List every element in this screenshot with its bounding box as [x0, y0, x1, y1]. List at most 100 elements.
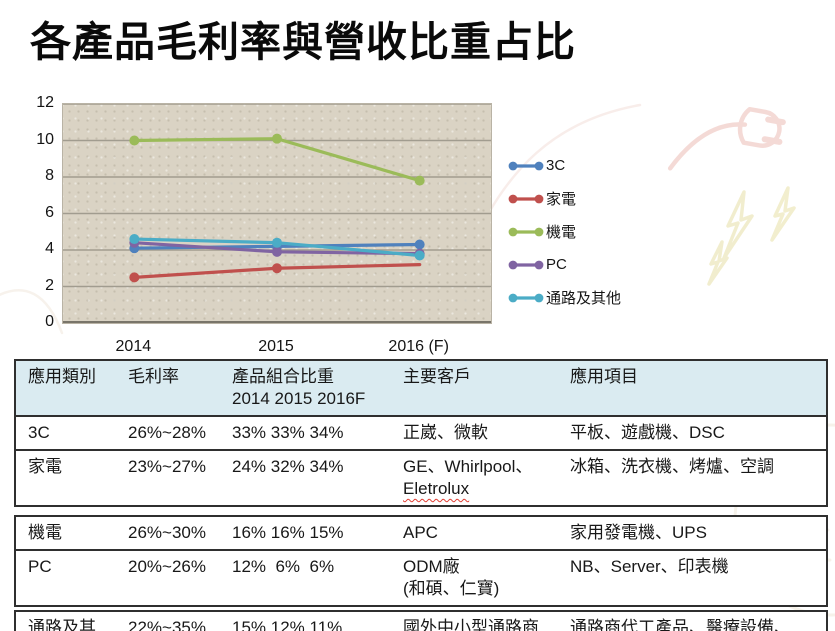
header-line: 主要客戶 [403, 367, 471, 386]
cell-mix: 16% 16% 15% [232, 523, 344, 542]
legend-label: PC [546, 256, 567, 273]
x-tick-label: 2014 [115, 338, 152, 355]
page-title: 各產品毛利率與營收比重占比 [30, 19, 576, 65]
table-row: 機電 26%~30% 16% 16% 15% APC 家用發電機、UPS [16, 517, 826, 549]
header-category: 應用類別 [16, 361, 116, 415]
cell-apps: 平板、遊戲機、DSC [558, 417, 826, 449]
table-row: 通路及其他 22%~35% 15% 12% 11% 國外中小型通路商 通路商代工產品、醫… [16, 612, 826, 631]
table-section: 通路及其他 22%~35% 15% 12% 11% 國外中小型通路商 通路商代工產品、醫… [14, 610, 828, 631]
data-point-marker [129, 234, 140, 245]
cell-margin: 20%~26% [128, 557, 206, 576]
product-table: 應用類別 毛利率 產品組合比重 2014 2015 2016F 主要客戶 應用項目 3C 26… [14, 359, 828, 631]
power-plug-doodle [667, 106, 786, 171]
cell-mix: 15% 12% 11% [232, 618, 343, 631]
table-row: PC 20%~26% 12% 6% 6% ODM廠 (和碩、仁寶) NB、Server、印… [16, 549, 826, 605]
data-point-marker [129, 272, 140, 283]
data-point-marker [272, 246, 282, 257]
chart-canvas [63, 104, 491, 323]
y-tick-label: 10 [36, 130, 54, 148]
legend-item: 通路及其他 [508, 281, 621, 314]
cell-mix: 33% 33% 34% [232, 423, 344, 442]
header-margin: 毛利率 [116, 361, 220, 415]
customer-line: 國外中小型通路商 [403, 618, 539, 631]
cell-apps: 通路商代工產品、醫療設備、電動車充電槍 [558, 612, 826, 631]
data-point-marker [272, 263, 282, 274]
app-line: NB、Server、印表機 [570, 557, 729, 576]
header-line: 產品組合比重 [232, 367, 334, 386]
table-header-row: 應用類別 毛利率 產品組合比重 2014 2015 2016F 主要客戶 應用項目 [16, 361, 826, 415]
customer-line: APC [403, 523, 438, 542]
header-apps: 應用項目 [558, 361, 826, 415]
customer-line: (和碩、仁寶) [403, 579, 500, 598]
legend-label: 3C [546, 157, 566, 174]
cell-margin: 26%~28% [128, 423, 206, 442]
y-tick-label: 8 [45, 167, 54, 184]
legend-marker-icon [508, 260, 544, 269]
data-point-marker [414, 250, 425, 261]
y-tick-label: 0 [45, 313, 54, 330]
y-tick-label: 12 [36, 94, 54, 111]
cell-customers: 正崴、微軟 [391, 417, 558, 449]
legend-item: 3C [508, 149, 621, 182]
legend-marker-icon [508, 161, 544, 170]
plot-area [62, 103, 492, 324]
legend-marker-icon [508, 227, 544, 236]
data-point-marker [272, 133, 282, 144]
customer-line: 正崴、微軟 [403, 423, 488, 442]
customer-line: Eletrolux [403, 479, 470, 498]
cell-margin: 26%~30% [128, 523, 206, 542]
x-tick-label: 2016 (F) [388, 338, 449, 355]
customer-line: ODM廠 [403, 557, 460, 576]
app-line: 冰箱、洗衣機、烤爐、空調 [570, 457, 774, 476]
legend-marker-icon [508, 293, 544, 302]
legend-label: 家電 [546, 191, 577, 208]
app-line: 通路商代工產品、醫療設備、 [570, 618, 791, 631]
data-point-marker [272, 237, 282, 248]
table-row: 家電 23%~27% 24% 32% 34% GE、Whirlpool、 Eletrol… [16, 449, 826, 505]
x-tick-label: 2015 [258, 338, 294, 355]
header-line: 應用項目 [570, 367, 638, 386]
cell-apps: 冰箱、洗衣機、烤爐、空調 [558, 451, 826, 505]
cell-mix: 12% 6% 6% [232, 557, 335, 576]
legend-item: 機電 [508, 215, 621, 248]
table-row: 3C 26%~28% 33% 33% 34% 正崴、微軟 平板、遊戲機、DSC [16, 415, 826, 449]
app-line: 平板、遊戲機、DSC [570, 423, 725, 442]
legend-label: 通路及其他 [546, 290, 622, 307]
legend-item: 家電 [508, 182, 621, 215]
cell-category: 機電 [28, 523, 62, 542]
series-line [132, 137, 422, 183]
data-point-marker [414, 175, 425, 186]
cell-customers: GE、Whirlpool、 Eletrolux [391, 451, 558, 505]
cell-category: 通路及其他 [28, 618, 96, 631]
header-line: 毛利率 [128, 367, 179, 386]
y-tick-label: 2 [45, 276, 54, 294]
legend-item: PC [508, 248, 621, 281]
legend-marker-icon [508, 194, 544, 203]
cell-margin: 22%~35% [128, 618, 206, 631]
legend-label: 機電 [546, 224, 577, 241]
data-point-marker [414, 239, 425, 250]
lightning-bolt-doodle [707, 186, 796, 286]
header-line: 2014 2015 2016F [232, 389, 366, 408]
line-chart: 0 2 4 6 8 10 12 2014 2015 2016 (F) 3C 家電機電 PC 通路及其他 [14, 94, 674, 355]
cell-mix: 24% 32% 34% [232, 457, 344, 476]
cell-category: 家電 [28, 457, 62, 476]
chart-legend: 3C 家電機電 PC 通路及其他 [508, 149, 621, 314]
table-section: 應用類別 毛利率 產品組合比重 2014 2015 2016F 主要客戶 應用項目 3C 26… [14, 359, 828, 507]
cell-apps: 家用發電機、UPS [558, 517, 826, 549]
app-line: 家用發電機、UPS [570, 523, 707, 542]
header-line: 應用類別 [28, 367, 96, 386]
cell-margin: 23%~27% [128, 457, 206, 476]
header-mix: 產品組合比重 2014 2015 2016F [220, 361, 391, 415]
y-tick-label: 6 [45, 203, 54, 221]
cell-customers: 國外中小型通路商 [391, 612, 558, 631]
cell-customers: ODM廠 (和碩、仁寶) [391, 551, 558, 605]
header-customers: 主要客戶 [391, 361, 558, 415]
customer-line: GE、Whirlpool、 [403, 457, 533, 476]
cell-category: 3C [28, 423, 50, 442]
cell-apps: NB、Server、印表機 [558, 551, 826, 605]
data-point-marker [129, 135, 140, 146]
y-tick-label: 4 [45, 240, 54, 257]
cell-category: PC [28, 557, 52, 576]
